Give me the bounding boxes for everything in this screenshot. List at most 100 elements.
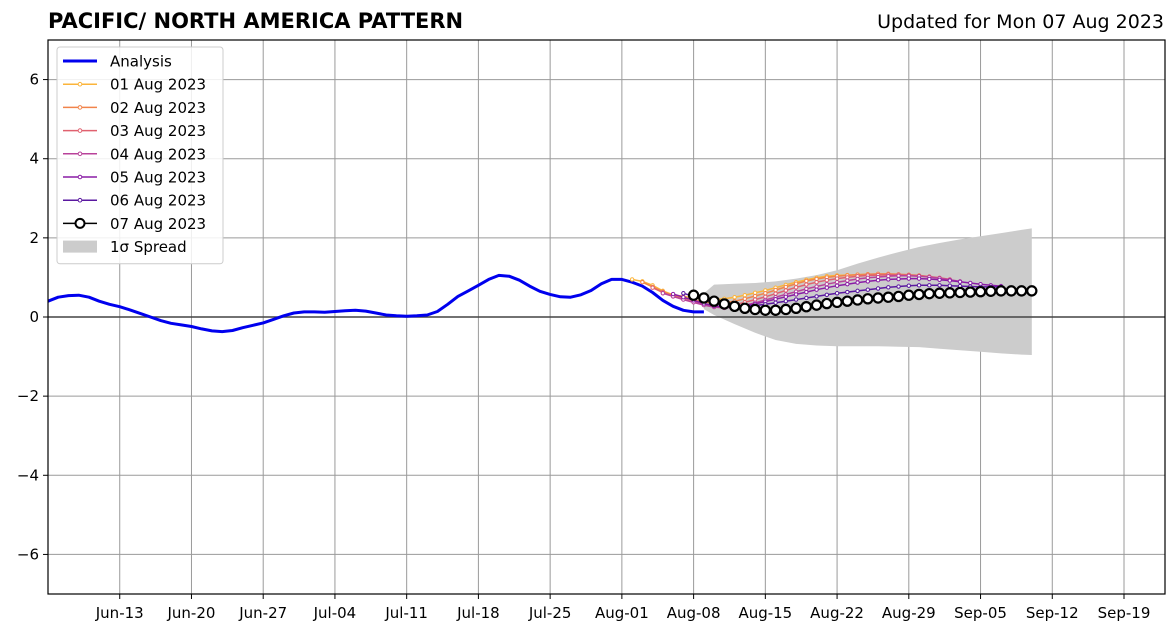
legend-entry: 01 Aug 2023 <box>63 76 206 94</box>
forecast-point <box>728 300 741 313</box>
legend-label: Analysis <box>110 53 172 71</box>
legend-label: 01 Aug 2023 <box>110 76 206 94</box>
forecast-point <box>916 276 922 281</box>
forecast-point <box>687 289 700 301</box>
forecast-point <box>855 276 860 282</box>
forecast-point <box>752 293 758 299</box>
forecast-point <box>824 281 830 287</box>
forecast-point <box>681 295 686 300</box>
forecast-point <box>916 283 922 288</box>
forecast-point <box>865 275 871 281</box>
x-tick-label: Sep-12 <box>1026 604 1079 622</box>
legend-marker <box>77 105 83 110</box>
forecast-point <box>739 302 751 314</box>
forecast-point <box>937 283 942 288</box>
x-tick-label: Aug-15 <box>738 604 792 622</box>
forecast-point <box>783 284 789 290</box>
legend-entry: Analysis <box>63 53 172 71</box>
forecast-point <box>968 280 973 286</box>
legend-swatch <box>63 240 97 253</box>
y-tick-label: 0 <box>29 308 39 326</box>
forecast-point <box>681 291 686 296</box>
forecast-point <box>732 295 737 300</box>
forecast-point <box>906 283 912 288</box>
x-tick-label: Aug-08 <box>667 604 721 622</box>
y-tick-label: 6 <box>29 71 39 89</box>
forecast-point <box>831 296 843 309</box>
legend-label: 05 Aug 2023 <box>110 169 206 187</box>
forecast-point <box>896 284 901 289</box>
legend-entry: 02 Aug 2023 <box>63 99 206 117</box>
forecast-point <box>783 294 789 300</box>
legend-label: 02 Aug 2023 <box>110 99 206 117</box>
forecast-point <box>804 282 809 287</box>
forecast-point <box>851 294 864 306</box>
forecast-point <box>1026 285 1038 297</box>
forecast-point <box>841 295 854 307</box>
forecast-point <box>708 295 720 307</box>
forecast-point <box>773 300 778 305</box>
forecast-point <box>892 290 905 303</box>
forecast-point <box>698 292 710 304</box>
forecast-point <box>660 291 666 296</box>
forecast-point <box>793 292 799 297</box>
forecast-point <box>670 291 676 297</box>
legend-entry: 07 Aug 2023 <box>63 215 206 233</box>
y-tick-label: 4 <box>29 150 39 168</box>
x-tick-label: Jun-13 <box>95 604 144 622</box>
forecast-point <box>927 276 932 282</box>
forecast-point <box>790 302 802 314</box>
x-tick-label: Sep-19 <box>1098 604 1151 622</box>
legend-marker <box>77 128 83 133</box>
forecast-point <box>763 291 768 296</box>
forecast-point <box>845 289 850 295</box>
forecast-point <box>875 277 881 283</box>
forecast-point <box>944 287 956 299</box>
legend-entry: 04 Aug 2023 <box>63 145 206 163</box>
forecast-point <box>903 289 915 301</box>
x-tick-label: Jul-11 <box>384 604 428 622</box>
forecast-point <box>793 285 799 290</box>
x-tick-label: Jul-18 <box>456 604 500 622</box>
forecast-point <box>773 296 778 302</box>
forecast-point <box>780 303 792 316</box>
forecast-point <box>985 285 997 297</box>
forecast-point <box>1015 285 1028 297</box>
forecast-point <box>769 304 782 316</box>
forecast-point <box>793 281 799 286</box>
forecast-point <box>906 276 912 281</box>
x-tick-label: Sep-05 <box>954 604 1007 622</box>
forecast-series <box>687 285 1038 316</box>
forecast-point <box>1005 285 1017 297</box>
chart-subtitle: Updated for Mon 07 Aug 2023 <box>877 11 1164 33</box>
forecast-point <box>875 286 881 291</box>
forecast-point <box>814 287 819 292</box>
forecast-point <box>933 287 946 299</box>
forecast-point <box>800 301 813 313</box>
forecast-point <box>810 299 823 311</box>
forecast-point <box>845 278 850 283</box>
forecast-point <box>845 281 850 287</box>
forecast-point <box>927 283 932 288</box>
forecast-point <box>974 285 987 298</box>
legend-marker <box>77 174 83 180</box>
x-tick-label: Aug-22 <box>810 604 864 622</box>
forecast-point <box>834 279 840 285</box>
forecast-point <box>804 289 809 295</box>
y-tick-label: 2 <box>29 229 39 247</box>
legend-entry: 1σ Spread <box>63 238 187 256</box>
forecast-point <box>783 288 789 293</box>
forecast-point <box>773 287 778 293</box>
chart-title: PACIFIC/ NORTH AMERICA PATTERN <box>48 9 464 33</box>
forecast-point <box>824 285 830 290</box>
forecast-point <box>793 297 799 302</box>
y-tick-label: −2 <box>17 387 39 405</box>
y-tick-label: −4 <box>17 466 39 484</box>
legend-entry: 06 Aug 2023 <box>63 192 206 210</box>
forecast-point <box>855 280 860 285</box>
forecast-point <box>995 285 1007 297</box>
forecast-point <box>865 279 871 284</box>
forecast-point <box>804 295 809 301</box>
legend-marker <box>74 217 86 229</box>
